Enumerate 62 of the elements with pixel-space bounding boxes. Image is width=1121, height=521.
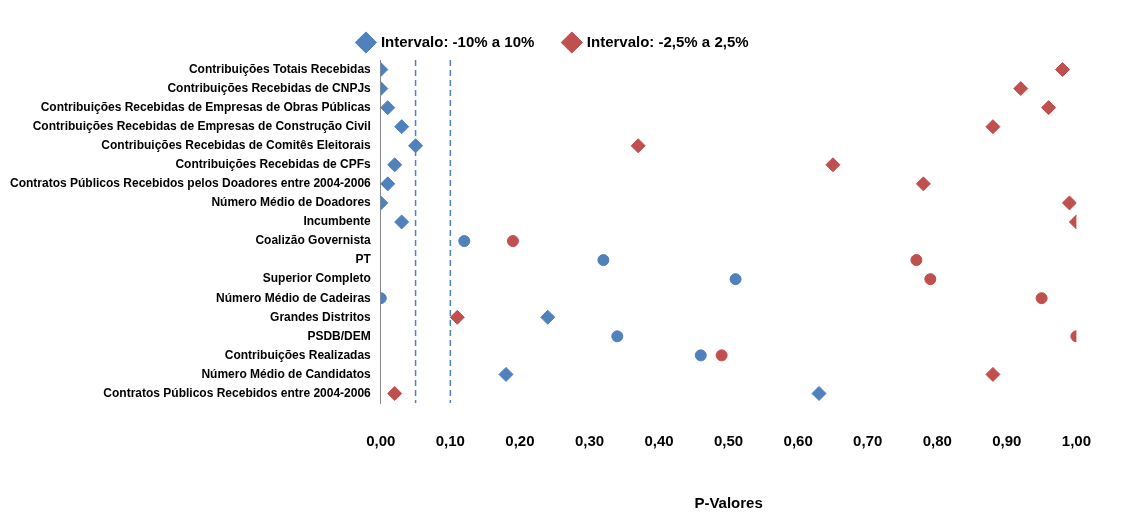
y-tick-label: Número Médio de Candidatos — [201, 366, 372, 381]
y-tick-label: Superior Completo — [262, 271, 371, 286]
x-tick-label: 1,00 — [1061, 432, 1091, 450]
x-tick-label: 0,70 — [853, 432, 883, 450]
point — [387, 385, 403, 401]
point — [985, 119, 1001, 135]
x-tick-label: 0,10 — [435, 432, 465, 450]
y-tick-label: Contratos Públicos Recebidos entre 2004-2006 — [103, 385, 372, 400]
point — [540, 309, 556, 325]
y-tick-label: PSDB/DEM — [307, 328, 371, 343]
x-axis-title: P-Valores — [694, 494, 763, 512]
point — [1041, 100, 1057, 116]
y-tick-label: Contribuições Realizadas — [224, 347, 372, 362]
y-tick-label: Contribuições Recebidas de CPFs — [175, 157, 372, 172]
y-tick-label: Incumbente — [303, 214, 372, 229]
point — [1035, 292, 1048, 305]
y-tick-label: Contribuições Recebidas de CNPJs — [167, 80, 372, 95]
y-tick-label: Contribuições Totais Recebidas — [188, 61, 372, 76]
point — [1061, 195, 1077, 211]
y-tick-label: Contratos Públicos Recebidos pelos Doadores entre 2004-2006 — [9, 176, 372, 191]
y-tick-label: Número Médio de Doadores — [211, 195, 372, 210]
y-tick-label: Contribuições Recebidas de Empresas de Construção Civil — [32, 119, 371, 134]
point — [380, 100, 396, 116]
point — [924, 273, 937, 286]
point — [597, 254, 610, 267]
x-tick-label: 0,20 — [505, 432, 535, 450]
x-tick-label: 0,60 — [783, 432, 813, 450]
point — [694, 349, 707, 362]
legend-label: Intervalo: -2,5% a 2,5% — [586, 32, 749, 50]
point — [630, 138, 646, 154]
point — [498, 366, 514, 382]
y-tick-label: Coalizão Governista — [255, 233, 372, 248]
x-tick-label: 0,80 — [922, 432, 952, 450]
point — [611, 330, 624, 343]
point — [394, 119, 410, 135]
y-tick-label: Contribuições Recebidas de Comitês Eleitorais — [101, 138, 372, 153]
point — [811, 385, 827, 401]
point — [910, 254, 923, 267]
point — [394, 214, 410, 230]
x-tick-label: 0,50 — [713, 432, 744, 450]
legend-label: Intervalo: -10% a 10% — [380, 32, 535, 50]
point — [729, 273, 742, 286]
point — [1013, 81, 1029, 97]
point — [458, 235, 471, 248]
point — [915, 176, 931, 192]
point — [380, 176, 396, 192]
point — [506, 235, 519, 248]
point — [825, 157, 841, 173]
point — [449, 309, 465, 325]
point — [985, 366, 1001, 382]
point — [408, 138, 424, 154]
y-tick-label: Grandes Distritos — [270, 309, 372, 324]
point — [1054, 62, 1070, 78]
x-tick-label: 0,00 — [366, 432, 396, 450]
x-tick-label: 0,90 — [992, 432, 1022, 450]
point — [715, 349, 728, 362]
y-tick-label: Contribuições Recebidas de Empresas de Obras Públicas — [40, 99, 372, 114]
x-tick-label: 0,40 — [644, 432, 674, 450]
y-tick-label: PT — [355, 252, 372, 267]
y-tick-label: Número Médio de Cadeiras — [216, 290, 372, 305]
x-tick-label: 0,30 — [574, 432, 605, 450]
point — [387, 157, 403, 173]
